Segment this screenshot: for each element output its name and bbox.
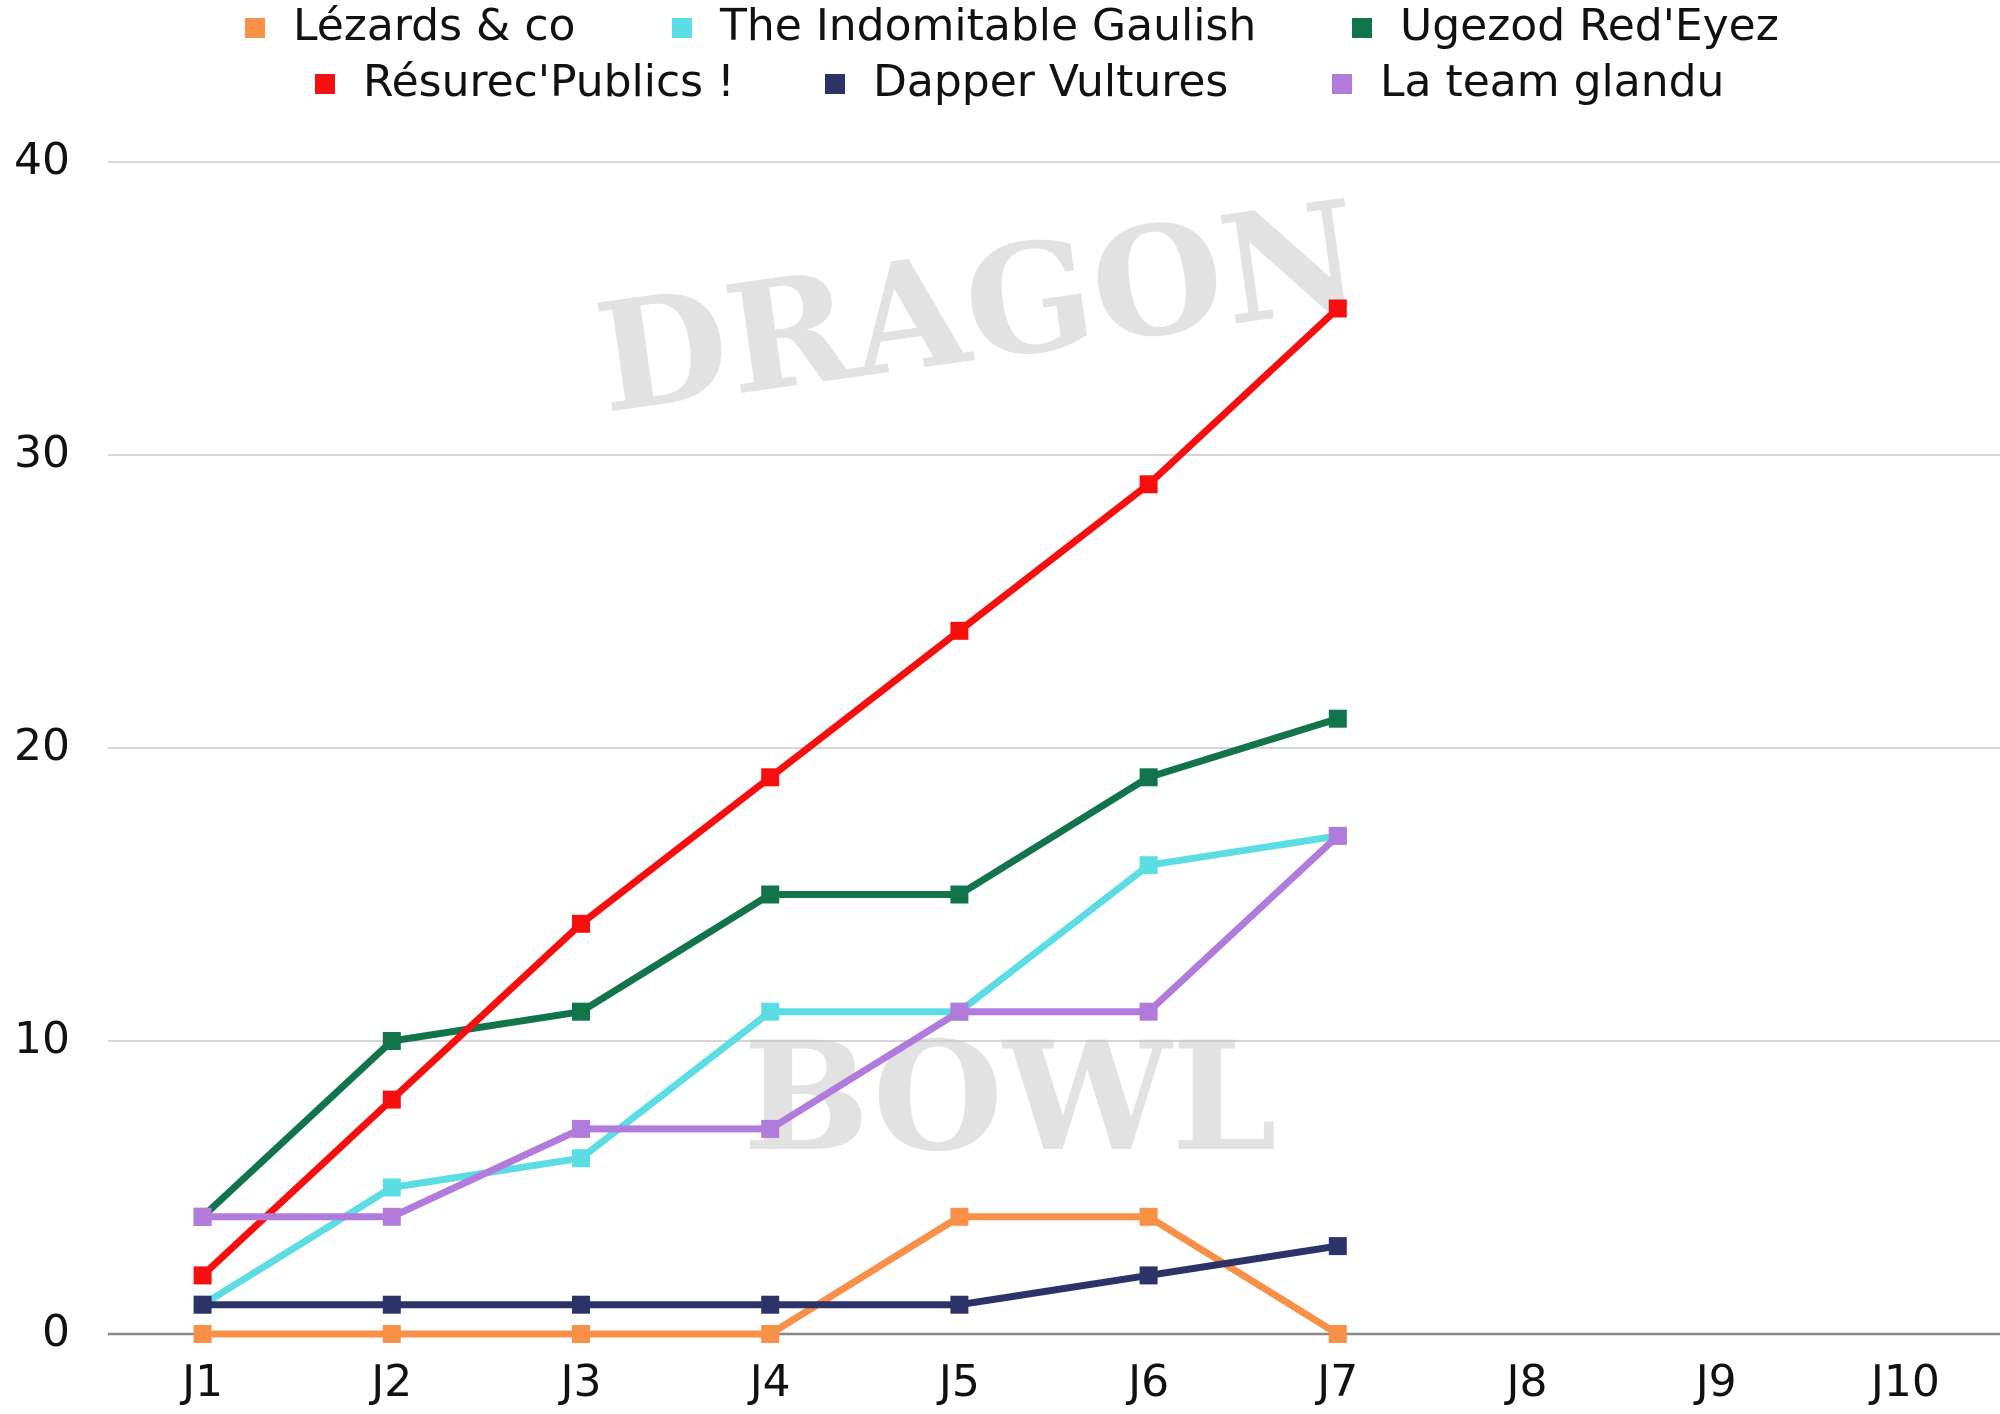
point-marker — [1139, 1207, 1158, 1226]
point-marker — [761, 768, 780, 787]
legend-swatch — [245, 18, 265, 38]
point-marker — [382, 1178, 401, 1197]
y-tick-label: 10 — [14, 1013, 70, 1064]
y-tick-label: 30 — [14, 427, 70, 478]
point-marker — [382, 1325, 401, 1343]
legend-swatch — [1332, 74, 1352, 94]
point-marker — [572, 1119, 590, 1138]
point-marker — [1139, 856, 1158, 875]
x-tick-label: J1 — [179, 1356, 223, 1407]
point-marker — [761, 1325, 780, 1343]
point-marker — [950, 885, 969, 904]
point-marker — [572, 914, 590, 933]
legend-label: Ugezod Red'Eyez — [1400, 0, 1779, 51]
y-tick-label: 40 — [14, 134, 70, 185]
legend-label: Lézards & co — [293, 0, 575, 51]
point-marker — [572, 1325, 590, 1343]
legend-label: Résurec'Publics ! — [363, 56, 735, 107]
y-tick-label: 20 — [14, 720, 70, 771]
y-tick-label: 0 — [42, 1306, 70, 1357]
point-marker — [761, 1295, 780, 1314]
watermark-bottom: BOWL — [743, 1009, 1277, 1185]
x-tick-label: J9 — [1693, 1356, 1737, 1407]
point-marker — [193, 1266, 212, 1285]
point-marker — [572, 1295, 590, 1314]
x-tick-label: J3 — [558, 1356, 602, 1407]
legend-swatch — [672, 18, 692, 38]
point-marker — [761, 1002, 780, 1021]
point-marker — [193, 1207, 212, 1226]
legend-label: Dapper Vultures — [873, 56, 1228, 107]
point-marker — [193, 1325, 212, 1343]
x-tick-label: J10 — [1868, 1356, 1940, 1407]
legend-swatch — [1352, 18, 1372, 38]
watermark-top: DRAGON — [586, 167, 1370, 448]
legend-swatch — [825, 74, 845, 94]
point-marker — [382, 1032, 401, 1050]
x-tick-label: J6 — [1125, 1356, 1169, 1407]
point-marker — [382, 1295, 401, 1314]
x-tick-label: J4 — [747, 1356, 791, 1407]
point-marker — [1328, 709, 1347, 728]
point-marker — [572, 1002, 590, 1021]
point-marker — [1139, 475, 1158, 494]
point-marker — [1139, 1002, 1158, 1021]
point-marker — [950, 1207, 969, 1226]
x-tick-label: J2 — [368, 1356, 412, 1407]
x-tick-label: J7 — [1314, 1356, 1358, 1407]
point-marker — [1328, 826, 1347, 845]
point-marker — [761, 1119, 780, 1138]
point-marker — [761, 885, 780, 904]
x-tick-label: J8 — [1504, 1356, 1548, 1407]
legend-label: La team glandu — [1380, 56, 1724, 107]
point-marker — [1328, 1237, 1347, 1256]
point-marker — [1139, 768, 1158, 787]
x-tick-label: J5 — [936, 1356, 980, 1407]
point-marker — [1328, 1325, 1347, 1343]
point-marker — [1328, 299, 1347, 318]
legend-label: The Indomitable Gaulish — [719, 0, 1256, 51]
point-marker — [1139, 1266, 1158, 1285]
point-marker — [193, 1295, 212, 1314]
legend-swatch — [315, 74, 335, 94]
point-marker — [950, 621, 969, 640]
point-marker — [382, 1090, 401, 1109]
point-marker — [572, 1149, 590, 1168]
point-marker — [950, 1002, 969, 1021]
point-marker — [382, 1207, 401, 1226]
point-marker — [950, 1295, 969, 1314]
